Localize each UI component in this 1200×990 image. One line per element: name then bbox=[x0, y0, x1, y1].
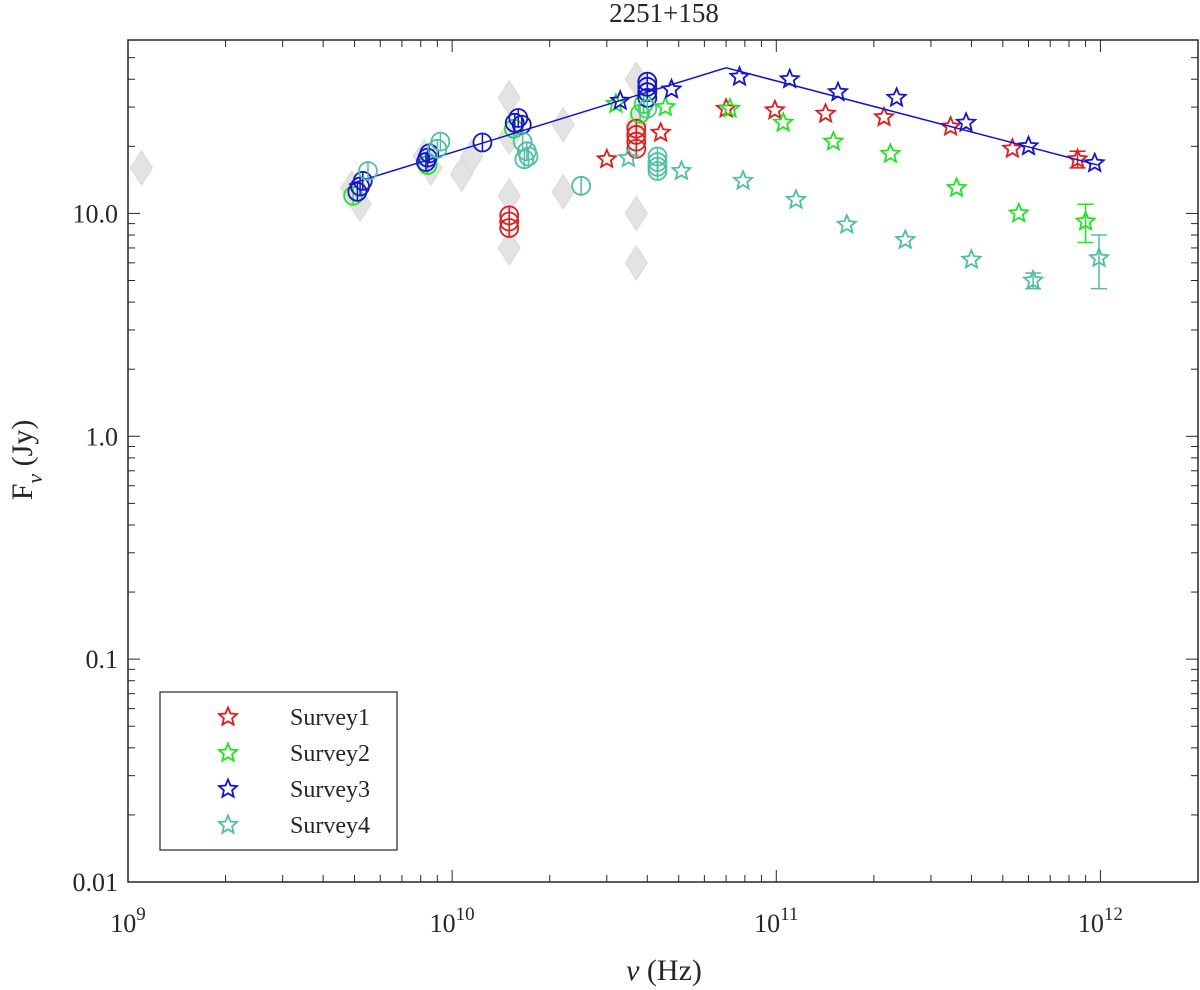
data-point-star bbox=[763, 98, 787, 121]
x-tick-label-exponent: 10 bbox=[456, 904, 475, 925]
data-point-star bbox=[1074, 209, 1097, 232]
data-point-star bbox=[814, 101, 837, 124]
data-point-star bbox=[771, 110, 795, 133]
legend-label: Survey3 bbox=[290, 777, 370, 803]
data-point-star bbox=[826, 80, 850, 102]
legend-label: Survey2 bbox=[290, 741, 370, 767]
data-point-star bbox=[1017, 134, 1040, 156]
y-tick-label: 0.01 bbox=[73, 868, 119, 897]
data-point-star bbox=[617, 146, 640, 168]
data-point-star bbox=[718, 96, 742, 119]
archival-point bbox=[551, 173, 575, 210]
legend: Survey1 Survey2 Survey3 Survey4 bbox=[159, 691, 398, 851]
legend-marker bbox=[216, 777, 240, 799]
data-point-star bbox=[872, 105, 896, 127]
x-tick-label-exponent: 11 bbox=[780, 904, 798, 925]
data-point-star bbox=[778, 67, 801, 89]
data-point-star bbox=[784, 188, 808, 210]
data-point-star bbox=[649, 120, 672, 143]
archival-data-layer bbox=[129, 61, 648, 281]
y-axis-label-subscript: ν bbox=[22, 474, 47, 484]
series-survey1 bbox=[499, 96, 1089, 238]
y-tick-label: 10.0 bbox=[73, 199, 119, 228]
chart-title: 2251+158 bbox=[609, 0, 719, 28]
data-point-star bbox=[939, 114, 962, 137]
x-tick-label: 109 bbox=[110, 904, 146, 938]
y-axis-label: Fν (Jy) bbox=[6, 420, 47, 501]
legend-marker bbox=[216, 741, 240, 763]
archival-point bbox=[497, 230, 521, 266]
data-point-star bbox=[893, 228, 917, 250]
legend-marker bbox=[216, 813, 240, 835]
data-layer bbox=[343, 65, 1111, 291]
x-tick-label: 1010 bbox=[430, 904, 475, 938]
y-axis-label-unit: (Jy) bbox=[6, 420, 39, 474]
x-tick-label-exponent: 9 bbox=[136, 904, 146, 925]
data-point-star bbox=[1066, 147, 1089, 169]
x-tick-label: 1012 bbox=[1078, 904, 1123, 938]
archival-point bbox=[624, 195, 648, 232]
data-point-star bbox=[954, 110, 978, 133]
data-point-star bbox=[731, 169, 755, 191]
data-point-star bbox=[670, 159, 693, 181]
legend-box bbox=[159, 691, 398, 851]
archival-point bbox=[624, 244, 648, 281]
data-point-star bbox=[822, 129, 845, 152]
data-point-star bbox=[835, 212, 859, 235]
y-tick-label: 1.0 bbox=[86, 422, 119, 451]
x-axis-label: ν (Hz) bbox=[626, 954, 702, 987]
data-point-star bbox=[660, 77, 683, 99]
data-point-star bbox=[885, 86, 908, 108]
data-point-star bbox=[595, 147, 619, 169]
data-point-star bbox=[960, 247, 983, 270]
data-point-star bbox=[1007, 201, 1031, 223]
x-tick-label-base: 10 bbox=[110, 909, 136, 938]
data-point-star bbox=[1021, 268, 1045, 291]
data-point-star bbox=[1001, 136, 1024, 159]
plot-frame bbox=[127, 39, 1199, 883]
x-axis-label-unit: (Hz) bbox=[639, 954, 701, 987]
x-axis-label-symbol: ν bbox=[626, 954, 640, 987]
archival-point bbox=[551, 106, 575, 143]
y-tick-label: 0.1 bbox=[86, 645, 119, 674]
data-point-star bbox=[608, 88, 632, 111]
series-survey3 bbox=[347, 65, 1106, 202]
x-tick-label-exponent: 12 bbox=[1104, 904, 1123, 925]
data-point-star bbox=[654, 95, 677, 117]
data-point-star bbox=[879, 142, 902, 164]
legend-label: Survey1 bbox=[290, 705, 370, 731]
x-tick-label-base: 10 bbox=[1078, 909, 1104, 938]
archival-point bbox=[129, 150, 154, 186]
data-point-star bbox=[1087, 246, 1111, 268]
x-tick-label: 1011 bbox=[754, 904, 798, 938]
y-axis-label-symbol: F bbox=[6, 484, 39, 501]
legend-marker bbox=[216, 705, 240, 727]
legend-label: Survey4 bbox=[290, 813, 370, 839]
x-tick-label-base: 10 bbox=[430, 909, 456, 938]
x-tick-label-base: 10 bbox=[754, 909, 780, 938]
data-point-star bbox=[1083, 151, 1106, 173]
series-survey2 bbox=[343, 82, 1097, 244]
data-point-star bbox=[728, 65, 751, 87]
data-point-star bbox=[945, 176, 968, 198]
series-survey4 bbox=[358, 98, 1111, 291]
